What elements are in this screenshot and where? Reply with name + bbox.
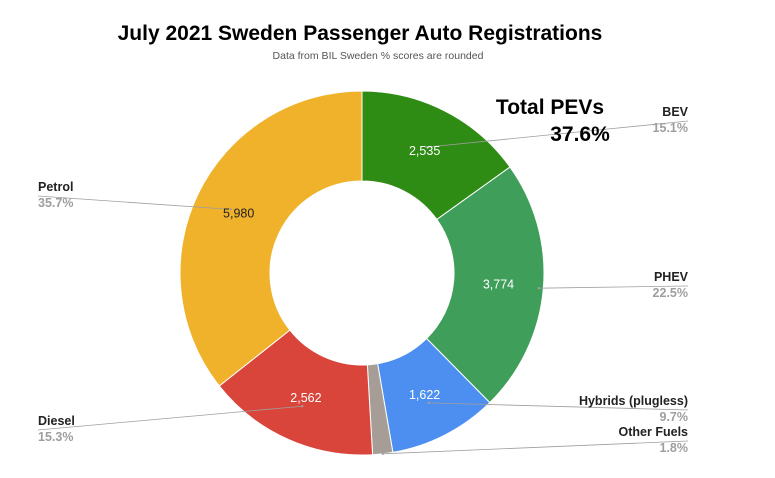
slice-phev[interactable] [425, 166, 545, 404]
leader-line-other-fuels [382, 440, 689, 455]
category-label-bev: BEV [662, 105, 688, 119]
leader-line-petrol [37, 195, 231, 210]
value-label-diesel: 2,562 [290, 391, 321, 405]
percent-label-diesel: 15.3% [38, 430, 73, 444]
category-label-petrol: Petrol [38, 180, 73, 194]
leader-line-hybrids-plugless [428, 402, 689, 411]
leader-dot-other-fuels [381, 452, 384, 456]
leader-dot-petrol [229, 208, 232, 211]
percent-label-phev: 22.5% [653, 286, 688, 300]
leader-dot-bev [425, 145, 428, 149]
leader-line-bev [426, 120, 689, 148]
annotation-title: Total PEVs [496, 96, 604, 119]
value-labels-group: 2,535 3,774 1,622 2,562 5,980 [223, 144, 514, 405]
value-label-phev: 3,774 [483, 278, 514, 292]
slices-group [179, 90, 545, 456]
percent-label-petrol: 35.7% [38, 196, 73, 210]
value-label-hybrids-plugless: 1,622 [409, 388, 440, 402]
category-labels-group: BEV 15.1% PHEV 22.5% Hybrids (plugless) 9.7%O… [38, 105, 689, 455]
category-label-hybrids-plugless: Hybrids (plugless) [579, 394, 688, 408]
percent-label-other-fuels: 1.8% [660, 441, 689, 455]
category-label-phev: PHEV [654, 270, 689, 284]
percent-label-hybrids-plugless: 9.7% [660, 410, 689, 424]
leader-dot-diesel [301, 405, 304, 408]
category-label-diesel: Diesel [38, 414, 75, 428]
leader-line-phev [538, 285, 689, 289]
leader-line-diesel [37, 405, 303, 431]
category-label-other-fuels: Other Fuels [619, 425, 689, 439]
annotation-value: 37.6% [550, 123, 610, 146]
leader-dot-hybrids-plugless [427, 401, 430, 405]
value-label-bev: 2,535 [409, 144, 440, 158]
leader-lines-group [37, 120, 689, 456]
chart-subtitle: Data from BIL Sweden % scores are rounde… [273, 50, 484, 62]
percent-label-bev: 15.1% [653, 121, 688, 135]
value-label-petrol: 5,980 [223, 206, 254, 220]
leader-dot-phev [537, 286, 541, 290]
slice-petrol[interactable] [179, 90, 363, 387]
slice-bev[interactable] [361, 90, 511, 221]
chart-title: July 2021 Sweden Passenger Auto Registra… [118, 22, 603, 45]
